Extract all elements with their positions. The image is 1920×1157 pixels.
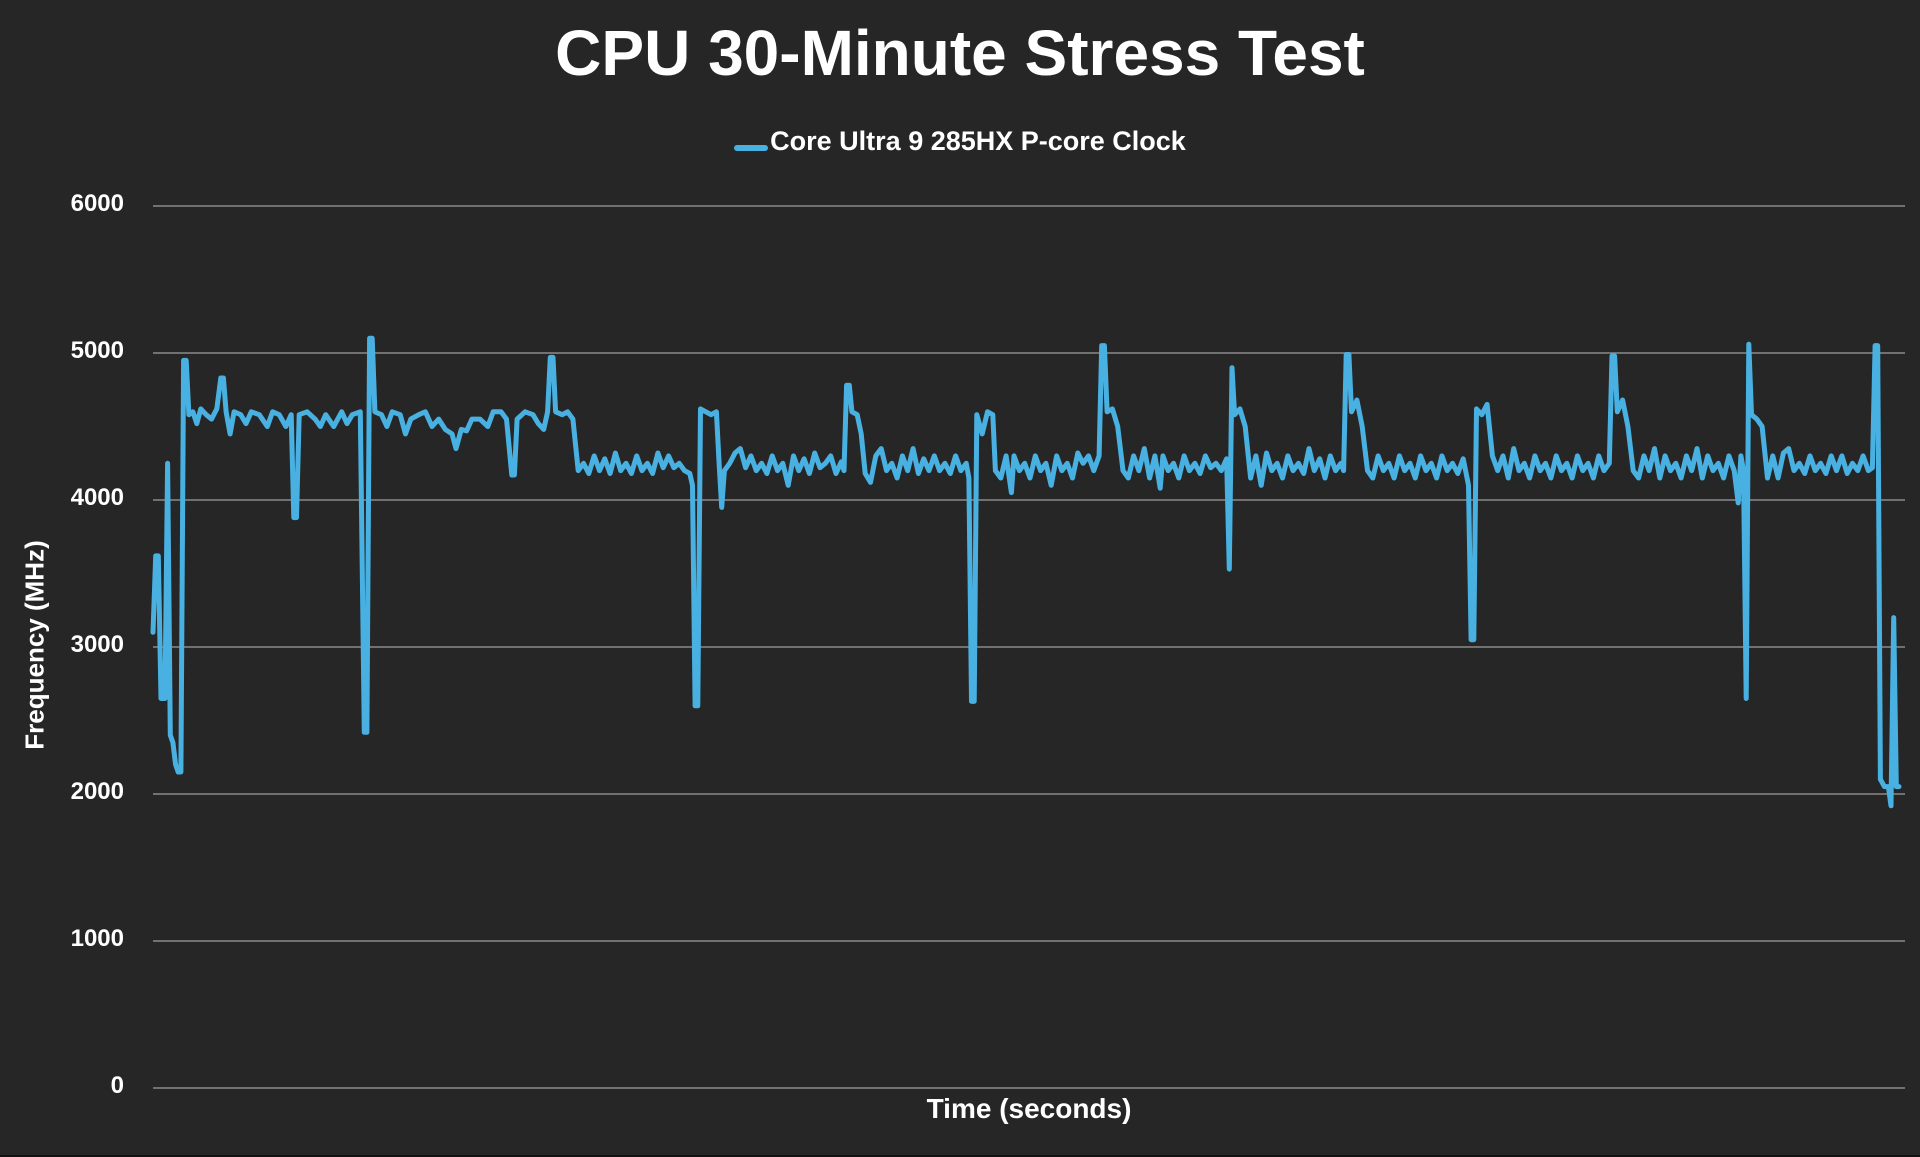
gridlines [153,205,1905,1089]
legend: Core Ultra 9 285HX P-core Clock [0,126,1920,157]
y-tick-1000: 1000 [70,925,124,952]
chart-title: CPU 30-Minute Stress Test [555,17,1365,89]
bottom-border [0,1155,1920,1157]
legend-label: Core Ultra 9 285HX P-core Clock [770,126,1186,156]
series-line-p-core-clock [150,335,1902,809]
x-axis-label: Time (seconds) [926,1093,1132,1124]
y-tick-6000: 6000 [70,190,124,217]
legend-swatch-icon [734,144,769,151]
y-tick-0: 0 [110,1072,124,1099]
y-tick-2000: 2000 [70,778,124,805]
y-tick-5000: 5000 [70,337,124,364]
y-tick-3000: 3000 [70,631,124,658]
y-tick-4000: 4000 [70,484,124,511]
